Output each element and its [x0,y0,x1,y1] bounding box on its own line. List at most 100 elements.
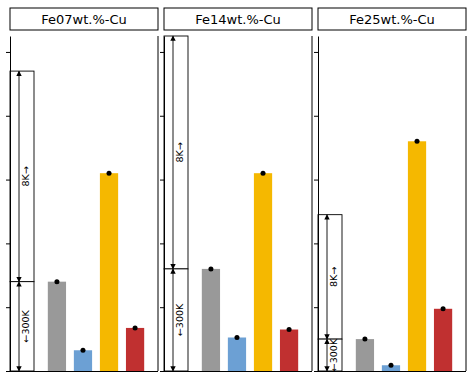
annotation-label: ←300K [328,338,339,371]
x-axis-line [318,371,466,372]
panel: Fe07wt.%-Cu 8K→ ←300K [6,8,158,372]
bar [228,338,246,372]
bar-top-marker [80,348,85,353]
annotation-label: 8K→ [174,142,185,162]
y-tick-mark [160,116,164,117]
title-box [164,8,312,30]
y-tick [160,243,164,244]
y-tick-mark [314,180,318,181]
y-tick [314,243,318,244]
frame [466,36,467,371]
bar-top-marker [261,171,266,176]
bar-top-marker [388,363,393,368]
y-tick-mark [160,52,164,53]
bar [74,350,92,371]
x-axis-line [10,371,158,372]
y-tick-mark [6,180,10,181]
annotations: 8K→ ←300K [164,36,188,371]
bracket-box [164,269,188,371]
y-tick-mark [160,371,164,372]
y-tick [160,371,164,372]
y-tick [160,52,164,53]
x-axis [10,371,158,373]
y-tick-mark [6,307,10,308]
y-axis-line [164,37,165,372]
bar-top-marker [287,327,292,332]
y-tick-mark [160,307,164,308]
plot-area [202,171,298,371]
y-tick [314,371,318,372]
bar [48,282,66,371]
bar-top-marker [362,337,367,342]
y-tick [160,116,164,117]
y-tick-mark [314,307,318,308]
frame [312,36,313,371]
bar-top-marker [234,335,239,340]
title-group: Fe07wt.%-Cu [10,8,158,30]
y-tick-mark [314,243,318,244]
annotation-label: 8K→ [20,166,31,186]
bar [100,173,118,371]
y-axis-line [318,37,319,372]
y-tick-mark [160,243,164,244]
chart: Fe07wt.%-Cu8K→←300KFe14wt.%-Cu8K→←300KFe… [0,0,474,383]
y-tick [314,116,318,117]
bar [254,173,272,371]
y-tick [6,180,10,181]
y-axis-line [10,37,11,372]
bar-top-marker [107,171,112,176]
annotations: 8K→ ←300K [10,71,34,371]
bar-top-marker [415,139,420,144]
bracket-box [164,36,188,269]
annotations: 8K→←300K [318,215,342,372]
bracket-box [10,71,34,282]
y-tick [6,371,10,372]
x-axis [318,371,466,373]
y-tick [6,116,10,117]
plot-area [48,171,144,371]
y-tick-mark [160,180,164,181]
title: Fe14wt.%-Cu [195,12,281,27]
y-tick-mark [6,243,10,244]
x-axis [164,371,312,373]
y-tick [160,180,164,181]
bar [356,339,374,371]
bracket-box [10,282,34,371]
panel: Fe14wt.%-Cu 8K→ ←300K [160,8,312,372]
y-tick [160,307,164,308]
title: Fe25wt.%-Cu [349,12,435,27]
plot-area [356,139,452,371]
y-axis [314,37,319,372]
title-box [10,8,158,30]
bar [202,269,220,371]
x-axis-line [164,371,312,372]
y-tick [314,180,318,181]
bar-top-marker [208,266,213,271]
y-tick-mark [6,116,10,117]
y-tick [314,307,318,308]
title: Fe07wt.%-Cu [41,12,127,27]
y-axis [6,37,11,372]
panel: Fe25wt.%-Cu 8K→←300K [314,8,466,372]
annotation-label: ←300K [174,303,185,336]
y-tick-mark [6,52,10,53]
bar [408,141,426,371]
title-group: Fe14wt.%-Cu [164,8,312,30]
bar-top-marker [441,306,446,311]
y-axis [160,37,165,372]
bar-top-marker [133,325,138,330]
y-tick-mark [314,116,318,117]
y-tick [6,243,10,244]
y-tick-mark [6,371,10,372]
bar-top-marker [54,279,59,284]
bracket-box [318,339,342,371]
y-tick [314,52,318,53]
bar [434,309,452,371]
y-tick-mark [314,52,318,53]
y-tick [6,52,10,53]
bar [126,328,144,371]
annotation-label: ←300K [20,309,31,342]
title-box [318,8,466,30]
bar [280,330,298,371]
frame [158,36,159,371]
